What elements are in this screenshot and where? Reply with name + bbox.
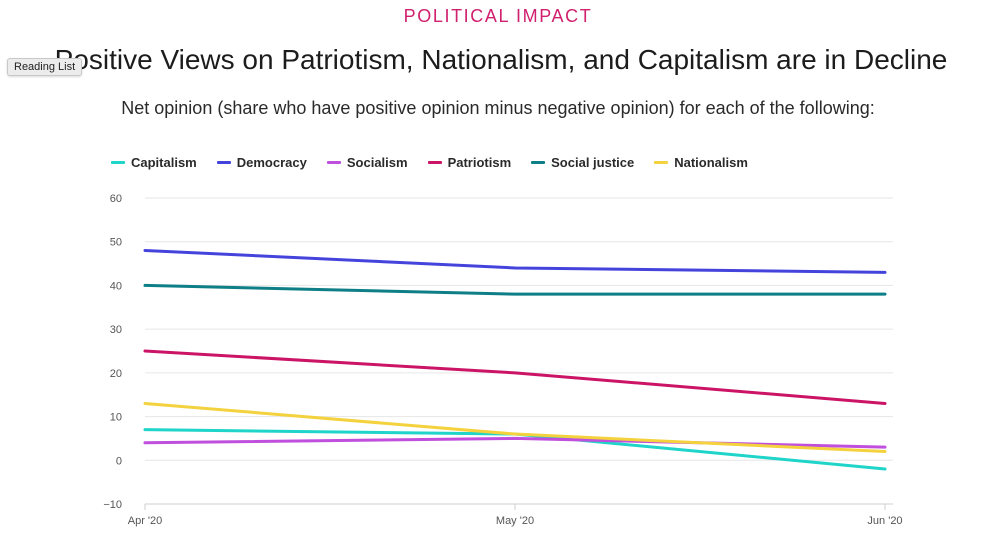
series-line-democracy[interactable] xyxy=(145,250,885,272)
x-tick-label: Jun '20 xyxy=(867,515,902,527)
line-chart: −10 0 10 20 30 40 50 60 Apr '20 May '20 Jun '20 xyxy=(0,0,1002,548)
y-tick-label: 20 xyxy=(110,368,122,380)
x-tick-label: Apr '20 xyxy=(128,515,163,527)
x-tick-label: May '20 xyxy=(496,515,534,527)
series-line-capitalism[interactable] xyxy=(145,430,885,469)
y-tick-label: −10 xyxy=(103,499,122,511)
y-tick-label: 60 xyxy=(110,193,122,205)
y-tick-label: 10 xyxy=(110,412,122,424)
series-line-social-justice[interactable] xyxy=(145,285,885,294)
y-tick-label: 30 xyxy=(110,324,122,336)
y-tick-label: 0 xyxy=(116,455,122,467)
series-line-patriotism[interactable] xyxy=(145,351,885,403)
y-tick-label: 40 xyxy=(110,280,122,292)
y-tick-label: 50 xyxy=(110,237,122,249)
